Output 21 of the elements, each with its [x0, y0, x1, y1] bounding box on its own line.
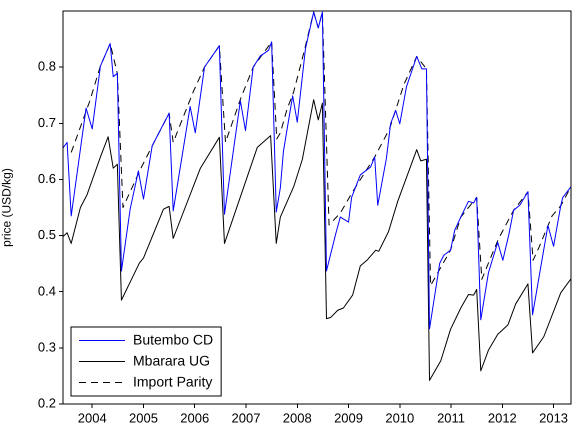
y-tick-label: 0.8 — [38, 58, 56, 74]
x-tick-label: 2006 — [180, 410, 210, 426]
x-tick-label: 2012 — [488, 410, 517, 426]
y-tick-label: 0.2 — [38, 396, 56, 411]
legend-label: Import Parity — [133, 373, 212, 390]
y-tick-label: 0.4 — [38, 283, 56, 298]
y-axis-title: price (USD/kg) — [0, 168, 14, 247]
x-tick-label: 2004 — [78, 410, 107, 426]
legend-label: Mbarara UG — [133, 352, 210, 368]
x-tick-label: 2011 — [437, 410, 466, 426]
y-tick-label: 0.3 — [38, 339, 56, 354]
legend-label: Butembo CD — [133, 331, 214, 348]
x-tick-label: 2005 — [129, 410, 158, 426]
y-tick-label: 0.5 — [38, 227, 56, 242]
y-tick-label: 0.6 — [38, 171, 56, 186]
x-tick-label: 2007 — [232, 410, 260, 426]
x-tick-label: 2009 — [334, 410, 363, 426]
y-tick-label: 0.7 — [38, 114, 56, 130]
x-tick-label: 2013 — [539, 410, 568, 426]
x-tick-label: 2008 — [282, 410, 312, 426]
x-tick-label: 2010 — [385, 410, 414, 426]
